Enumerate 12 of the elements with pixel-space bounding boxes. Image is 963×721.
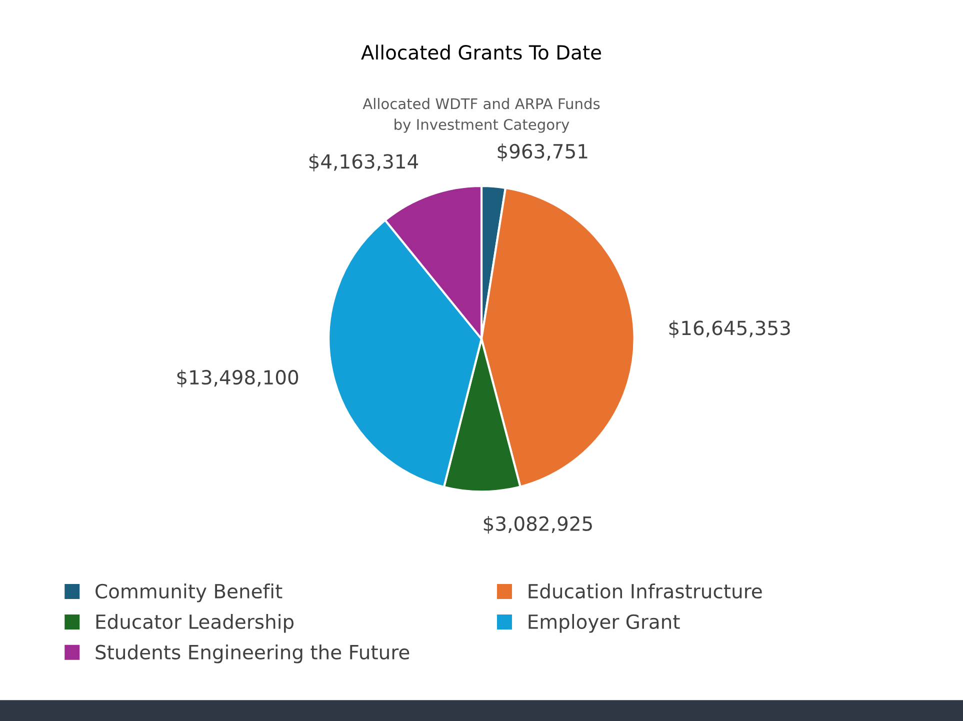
data-label: $13,498,100 <box>177 370 298 388</box>
chart-title: Allocated Grants To Date <box>361 44 602 60</box>
legend-label: Education Infrastructure <box>528 583 762 599</box>
legend-label: Students Engineering the Future <box>96 644 410 664</box>
data-label: $3,082,925 <box>484 516 592 534</box>
legend-label: Educator Leadership <box>96 614 294 633</box>
chart-subtitle: Allocated WDTF and ARPA Funds by Investment Category <box>362 98 600 133</box>
data-label: $16,645,353 <box>669 320 790 338</box>
data-label: $4,163,314 <box>309 154 418 172</box>
legend-label: Employer Grant <box>528 614 680 633</box>
data-label: $963,751 <box>498 144 588 162</box>
legend-label: Community Benefit <box>96 583 282 602</box>
